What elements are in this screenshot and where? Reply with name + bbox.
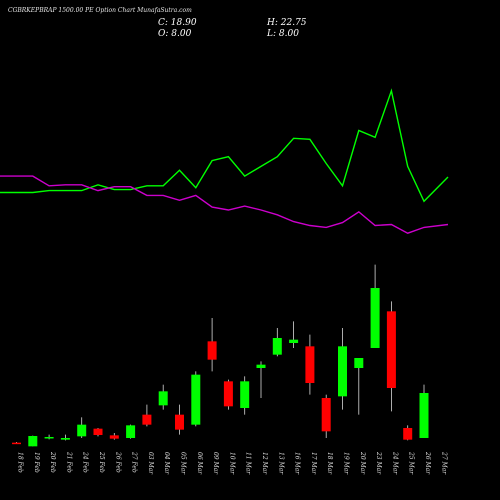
candle [28,435,38,447]
candle-body-down [12,442,21,445]
candle-body-down [93,428,103,435]
candle [12,442,21,445]
x-axis-labels: 18 Feb 19 Feb 20 Feb 21 Feb 24 Feb 25 Feb 26 F… [17,451,448,475]
x-tick-label: 17 Mar [310,452,317,475]
candle [289,321,299,348]
candle-body-up [419,393,429,438]
indicator-lines [0,88,449,234]
low-value: 8.00 [278,29,299,39]
indicator-line-2 [0,175,449,234]
open-readout: O: 8.00 [158,29,191,39]
candle [191,371,201,427]
candle [305,334,315,395]
candle-body-down [403,428,413,440]
candle [370,264,380,348]
candle [240,376,250,415]
high-label: H: [267,18,278,28]
x-tick-label: 27 Mar [440,451,447,475]
x-tick-label: 26 Feb [114,451,121,473]
open-value: 8.00 [171,29,192,39]
close-value: 18.90 [170,18,197,28]
candle-body-up [28,436,38,447]
close-readout: C: 18.90 [158,18,197,28]
x-tick-label: 13 Mar [277,452,284,475]
x-tick-label: 24 Feb [82,451,89,473]
candle [256,361,266,398]
x-tick-label: 12 Mar [261,452,268,475]
x-tick-label: 19 Feb [33,452,40,473]
candle-body-down [175,414,184,430]
candle-body-up [354,358,364,368]
close-label: C: [158,18,168,28]
candle [403,425,413,441]
candle [93,428,103,437]
high-value: 22.75 [280,18,307,28]
candle-body-up [60,438,70,440]
x-tick-label: 09 Mar [212,452,219,475]
candle-body-up [77,424,87,437]
x-tick-label: 04 Mar [163,452,170,475]
low-readout: L: 8.00 [267,29,299,39]
x-tick-label: 11 Mar [245,452,252,475]
candle [419,384,429,438]
candle [109,433,119,440]
candle [207,318,217,372]
candle [386,301,396,412]
candle-body-down [305,346,315,383]
candle-body-down [386,311,396,388]
candle-body-down [142,414,152,425]
x-tick-label: 06 Mar [196,452,203,475]
candle-body-up [256,364,266,368]
x-tick-label: 20 Mar [359,451,366,475]
candle [354,358,364,415]
candlesticks [12,264,429,447]
x-tick-label: 16 Mar [294,452,301,475]
candle-body-up [126,425,136,438]
candle [272,328,282,357]
candle-body-down [109,435,119,439]
low-label: L: [267,29,277,39]
candle-body-up [272,338,282,355]
candle [126,424,136,439]
x-tick-label: 23 Mar [375,451,382,475]
x-tick-label: 25 Mar [408,451,415,475]
x-tick-label: 18 Feb [17,452,24,473]
x-tick-label: 10 Mar [228,452,235,475]
candle-body-up [44,437,54,439]
x-tick-label: 26 Mar [424,451,431,475]
candle-body-up [338,346,347,397]
candle [44,434,54,440]
candle-body-up [289,339,299,343]
candle [60,434,70,441]
x-tick-label: 24 Mar [391,451,398,475]
x-tick-label: 25 Feb [98,451,105,473]
x-tick-label: 21 Feb [65,451,72,473]
candle-body-up [191,374,201,425]
candle [223,379,233,410]
candle-body-down [321,398,331,432]
x-tick-label: 20 Feb [49,451,56,473]
candle [175,404,184,435]
candle [158,384,168,410]
candle [321,394,331,438]
open-label: O: [158,29,169,39]
x-tick-label: 19 Mar [343,452,350,475]
candle-body-up [158,391,168,406]
x-tick-label: 27 Feb [131,451,138,473]
candle-body-up [370,288,380,348]
chart-title: CGBRKEPBRAP 1500.00 PE Option Chart Muna… [8,7,192,14]
indicator-line-1 [0,88,449,203]
candle [338,328,347,410]
candle-body-up [240,381,250,408]
high-readout: H: 22.75 [267,18,307,28]
candle [142,404,152,427]
x-tick-label: 05 Mar [180,452,187,475]
x-tick-label: 03 Mar [147,452,154,475]
x-tick-label: 18 Mar [326,452,333,475]
candle-body-down [223,381,233,407]
candle [77,417,87,438]
candle-body-down [207,341,217,360]
